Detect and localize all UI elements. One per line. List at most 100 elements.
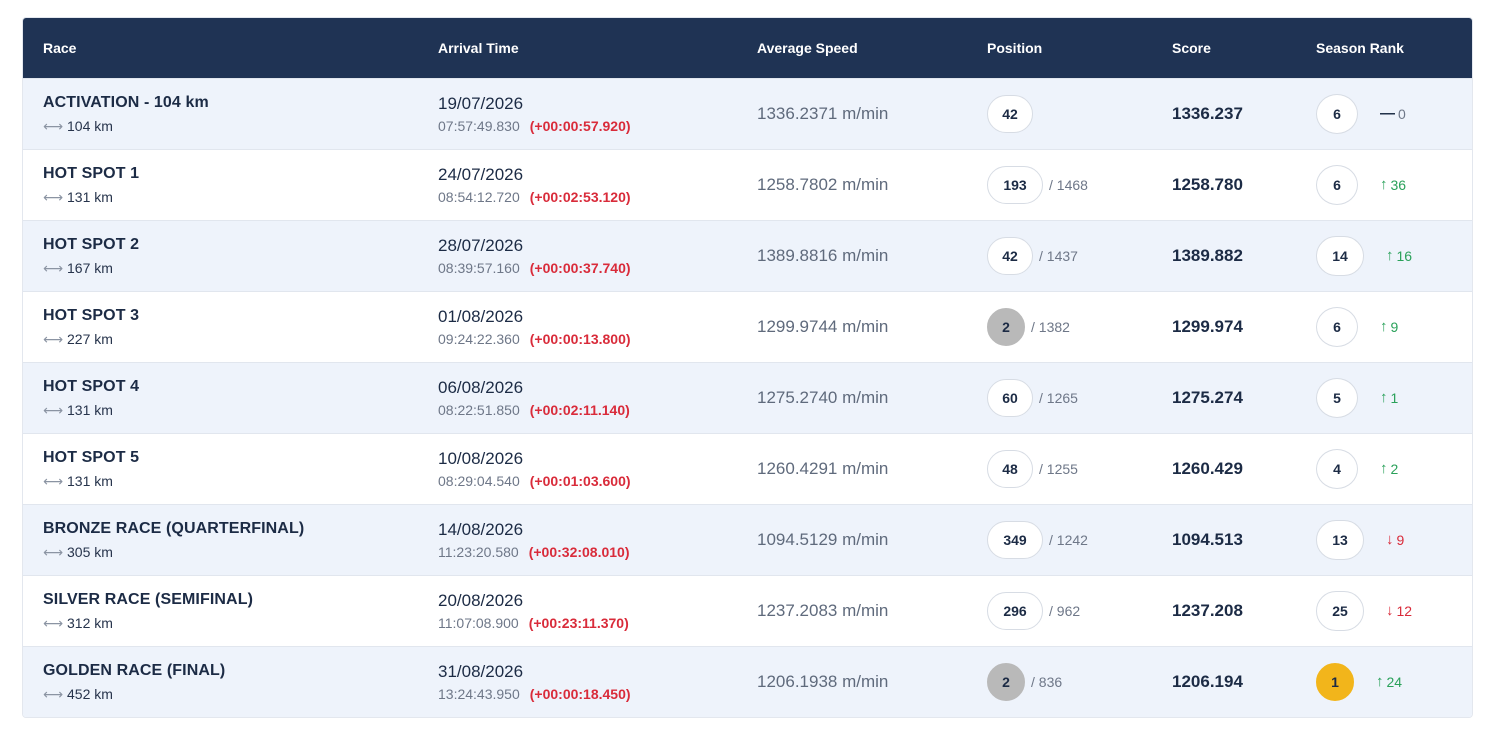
table-row[interactable]: SILVER RACE (SEMIFINAL) ⟷ 312 km 20/08/2… xyxy=(23,575,1472,646)
season-rank-group: 6 ↑ 9 xyxy=(1316,306,1472,347)
position-group: 60 / 1265 xyxy=(987,378,1152,417)
arrival-time: 08:22:51.850 xyxy=(438,401,520,418)
table-row[interactable]: HOT SPOT 4 ⟷ 131 km 06/08/2026 08:22:51.… xyxy=(23,362,1472,433)
distance-value: 131 km xyxy=(67,401,113,418)
arrival-detail: 09:24:22.360 (+00:00:13.800) xyxy=(438,331,737,347)
header-season-rank[interactable]: Season Rank xyxy=(1316,39,1404,56)
score-cell: 1094.513 xyxy=(1152,504,1296,575)
arrow-up-icon: ↑ xyxy=(1380,318,1388,335)
position-cell: 193 / 1468 xyxy=(967,149,1152,220)
table-row[interactable]: HOT SPOT 5 ⟷ 131 km 10/08/2026 08:29:04.… xyxy=(23,433,1472,504)
race-cell: BRONZE RACE (QUARTERFINAL) ⟷ 305 km xyxy=(23,504,418,575)
score-value: 1260.429 xyxy=(1172,458,1243,478)
arrow-down-icon: ↓ xyxy=(1386,602,1394,619)
distance-value: 312 km xyxy=(67,614,113,631)
average-speed: 1094.5129 m/min xyxy=(757,529,889,549)
average-speed: 1299.9744 m/min xyxy=(757,316,889,336)
season-rank-badge: 6 xyxy=(1316,164,1358,205)
table-row[interactable]: BRONZE RACE (QUARTERFINAL) ⟷ 305 km 14/0… xyxy=(23,504,1472,575)
trend-value: 16 xyxy=(1396,247,1413,264)
distance-arrows-icon: ⟷ xyxy=(43,685,64,702)
rank-trend: ↓ 9 xyxy=(1386,531,1404,548)
race-name: HOT SPOT 5 xyxy=(43,448,140,466)
race-name: SILVER RACE (SEMIFINAL) xyxy=(43,590,254,608)
arrival-date: 28/07/2026 xyxy=(438,235,524,255)
arrival-cell: 28/07/2026 08:39:57.160 (+00:00:37.740) xyxy=(418,220,737,291)
position-cell: 2 / 836 xyxy=(967,646,1152,717)
race-name: HOT SPOT 4 xyxy=(43,377,140,395)
average-speed: 1275.2740 m/min xyxy=(757,387,889,407)
race-cell: ACTIVATION - 104 km ⟷ 104 km xyxy=(23,78,418,149)
season-rank-badge: 6 xyxy=(1316,306,1358,347)
header-score[interactable]: Score xyxy=(1172,39,1211,56)
race-distance: ⟷ 131 km xyxy=(43,189,418,205)
table-row[interactable]: GOLDEN RACE (FINAL) ⟷ 452 km 31/08/2026 … xyxy=(23,646,1472,717)
distance-arrows-icon: ⟷ xyxy=(43,330,64,347)
race-name: BRONZE RACE (QUARTERFINAL) xyxy=(43,519,305,537)
table-row[interactable]: HOT SPOT 2 ⟷ 167 km 28/07/2026 08:39:57.… xyxy=(23,220,1472,291)
position-group: 42 xyxy=(987,94,1152,133)
race-name: GOLDEN RACE (FINAL) xyxy=(43,661,226,679)
race-distance: ⟷ 227 km xyxy=(43,331,418,347)
season-rank-group: 6 ↑ 36 xyxy=(1316,164,1472,205)
average-speed: 1260.4291 m/min xyxy=(757,458,889,478)
distance-arrows-icon: ⟷ xyxy=(43,543,64,560)
score-value: 1299.974 xyxy=(1172,316,1243,336)
table-header: Race Arrival Time Average Speed Position… xyxy=(23,18,1472,78)
results-table: Race Arrival Time Average Speed Position… xyxy=(23,18,1472,717)
position-total: / 1242 xyxy=(1049,531,1088,548)
header-race[interactable]: Race xyxy=(43,39,77,56)
arrival-date: 24/07/2026 xyxy=(438,164,524,184)
position-cell: 42 / 1437 xyxy=(967,220,1152,291)
trend-value: 12 xyxy=(1396,602,1413,619)
arrival-time: 09:24:22.360 xyxy=(438,330,520,347)
position-total: / 962 xyxy=(1049,602,1081,619)
score-value: 1206.194 xyxy=(1172,671,1243,691)
arrival-date: 31/08/2026 xyxy=(438,661,524,681)
season-rank-badge: 4 xyxy=(1316,448,1358,489)
arrival-date: 14/08/2026 xyxy=(438,519,524,539)
score-value: 1094.513 xyxy=(1172,529,1243,549)
rank-trend: — 0 xyxy=(1380,105,1406,122)
race-cell: HOT SPOT 3 ⟷ 227 km xyxy=(23,291,418,362)
arrival-detail: 11:07:08.900 (+00:23:11.370) xyxy=(438,615,737,631)
score-cell: 1336.237 xyxy=(1152,78,1296,149)
race-cell: HOT SPOT 4 ⟷ 131 km xyxy=(23,362,418,433)
season-rank-badge: 1 xyxy=(1316,662,1354,701)
arrival-detail: 08:39:57.160 (+00:00:37.740) xyxy=(438,260,737,276)
table-row[interactable]: HOT SPOT 3 ⟷ 227 km 01/08/2026 09:24:22.… xyxy=(23,291,1472,362)
position-badge: 42 xyxy=(987,94,1033,133)
header-position[interactable]: Position xyxy=(987,39,1043,56)
position-total: / 836 xyxy=(1031,673,1063,690)
average-speed: 1389.8816 m/min xyxy=(757,245,889,265)
race-distance: ⟷ 452 km xyxy=(43,686,418,702)
table-row[interactable]: HOT SPOT 1 ⟷ 131 km 24/07/2026 08:54:12.… xyxy=(23,149,1472,220)
season-rank-cell: 6 ↑ 36 xyxy=(1296,149,1472,220)
arrival-detail: 08:22:51.850 (+00:02:11.140) xyxy=(438,402,737,418)
race-name: ACTIVATION - 104 km xyxy=(43,93,209,111)
race-distance: ⟷ 167 km xyxy=(43,260,418,276)
race-distance: ⟷ 131 km xyxy=(43,473,418,489)
position-total: / 1468 xyxy=(1049,176,1088,193)
arrival-time: 08:54:12.720 xyxy=(438,188,520,205)
distance-value: 227 km xyxy=(67,330,113,347)
speed-cell: 1299.9744 m/min xyxy=(737,291,967,362)
score-value: 1336.237 xyxy=(1172,103,1243,123)
distance-arrows-icon: ⟷ xyxy=(43,117,64,134)
table-row[interactable]: ACTIVATION - 104 km ⟷ 104 km 19/07/2026 … xyxy=(23,78,1472,149)
rank-trend: ↑ 16 xyxy=(1386,247,1412,264)
arrow-up-icon: ↑ xyxy=(1380,460,1388,477)
arrival-date: 10/08/2026 xyxy=(438,448,524,468)
arrival-time: 08:39:57.160 xyxy=(438,259,520,276)
arrival-detail: 11:23:20.580 (+00:32:08.010) xyxy=(438,544,737,560)
race-cell: HOT SPOT 1 ⟷ 131 km xyxy=(23,149,418,220)
header-average-speed[interactable]: Average Speed xyxy=(757,39,858,56)
header-arrival-time[interactable]: Arrival Time xyxy=(438,39,519,56)
score-value: 1389.882 xyxy=(1172,245,1243,265)
race-name: HOT SPOT 1 xyxy=(43,164,140,182)
speed-cell: 1094.5129 m/min xyxy=(737,504,967,575)
position-badge: 296 xyxy=(987,591,1043,630)
position-group: 193 / 1468 xyxy=(987,165,1152,204)
average-speed: 1336.2371 m/min xyxy=(757,103,889,123)
season-rank-group: 5 ↑ 1 xyxy=(1316,377,1472,418)
